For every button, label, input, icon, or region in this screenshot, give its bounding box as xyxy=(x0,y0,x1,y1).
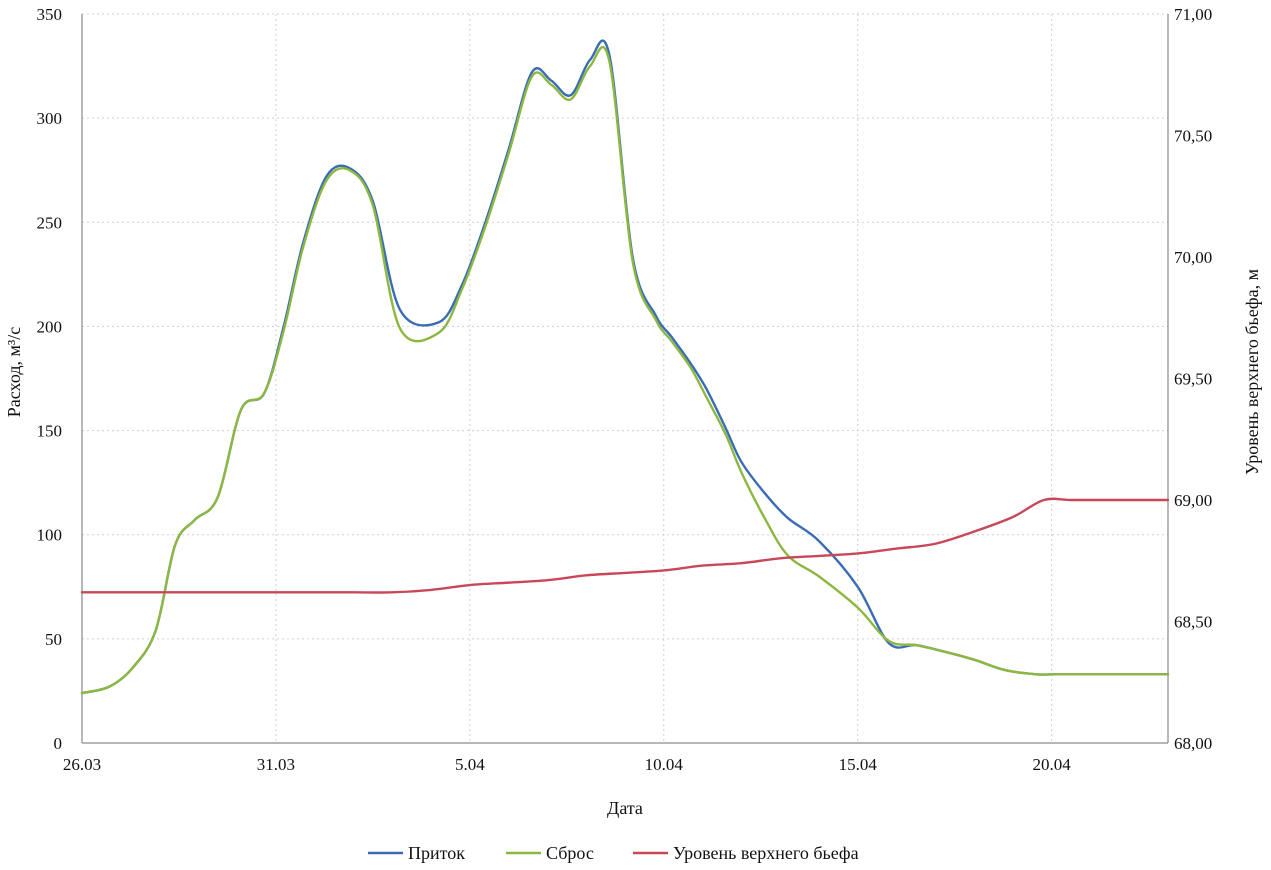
y-right-tick-label: 70,50 xyxy=(1174,127,1212,146)
y-right-tick-label: 68,00 xyxy=(1174,734,1212,753)
y-right-tick-label: 69,00 xyxy=(1174,491,1212,510)
x-axis-title: Дата xyxy=(607,798,643,818)
x-tick-label: 10.04 xyxy=(645,755,684,774)
x-tick-label: 20.04 xyxy=(1033,755,1072,774)
series-line-headwater-level xyxy=(80,497,1170,594)
y-left-tick-label: 250 xyxy=(37,213,63,232)
series-line-inflow xyxy=(80,39,1170,695)
legend-label-inflow: Приток xyxy=(408,843,465,863)
axes-layer xyxy=(81,14,1169,744)
y-right-tick-label: 69,50 xyxy=(1174,370,1212,389)
y-right-tick-label: 70,00 xyxy=(1174,248,1212,267)
grid-layer xyxy=(82,13,1169,743)
x-tick-label: 15.04 xyxy=(839,755,878,774)
x-tick-label: 31.03 xyxy=(257,755,295,774)
x-tick-label: 26.03 xyxy=(63,755,101,774)
y-left-tick-label: 350 xyxy=(37,5,63,24)
legend: Приток Сброс Уровень верхнего бьефа xyxy=(368,843,859,863)
legend-label-headwater-level: Уровень верхнего бьефа xyxy=(673,843,859,863)
y-axis-right-title: Уровень верхнего бьефа, м xyxy=(1242,269,1262,475)
y-left-tick-label: 150 xyxy=(37,422,63,441)
ticks-layer: 0 50 100 150 200 250 300 350 68,00 68,50 69,00 69,5… xyxy=(37,5,1213,774)
y-left-tick-label: 0 xyxy=(54,734,63,753)
y-left-tick-label: 50 xyxy=(45,630,62,649)
y-left-tick-label: 200 xyxy=(37,317,63,336)
legend-label-discharge: Сброс xyxy=(546,843,594,863)
series-line-discharge xyxy=(80,45,1170,695)
y-right-tick-label: 71,00 xyxy=(1174,5,1212,24)
y-left-tick-label: 300 xyxy=(37,109,63,128)
y-right-tick-label: 68,50 xyxy=(1174,613,1212,632)
series-layer xyxy=(80,39,1170,695)
y-left-tick-label: 100 xyxy=(37,526,63,545)
y-axis-left-title: Расход, м³/с xyxy=(4,327,24,417)
x-tick-label: 5.04 xyxy=(455,755,485,774)
